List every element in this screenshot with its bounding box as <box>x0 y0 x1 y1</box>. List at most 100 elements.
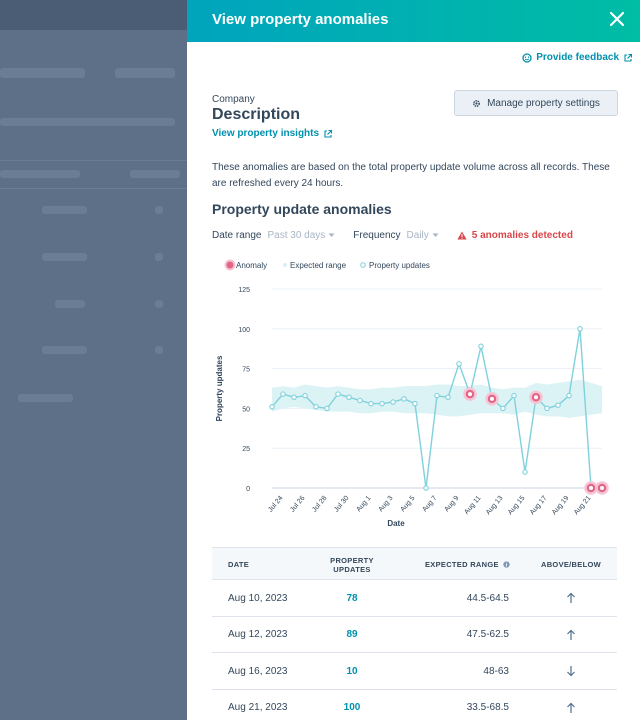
anomaly-point-center <box>468 392 472 397</box>
y-tick-label: 25 <box>242 446 250 453</box>
view-property-insights-link[interactable]: View property insights <box>212 128 333 139</box>
row-date: Aug 21, 2023 <box>228 702 288 713</box>
close-icon[interactable] <box>606 8 628 30</box>
x-tick-label: Aug 3 <box>377 495 394 514</box>
background-divider <box>0 160 187 161</box>
filters-row: Date range Past 30 days Frequency Daily … <box>212 230 573 241</box>
background-navbar <box>0 0 187 30</box>
data-point <box>269 404 275 410</box>
background-block <box>42 346 87 354</box>
info-icon[interactable] <box>503 561 510 568</box>
data-point <box>577 326 583 332</box>
frequency-label: Frequency <box>353 230 401 241</box>
data-point <box>456 361 462 367</box>
caret-down-icon <box>328 233 335 237</box>
data-point <box>280 391 286 397</box>
background-block <box>155 300 163 308</box>
panel-title: View property anomalies <box>212 11 389 28</box>
anomalies-detected-badge: 5 anomalies detected <box>457 230 573 241</box>
y-axis-label: Property updates <box>215 355 224 421</box>
object-type-label: Company <box>212 94 255 105</box>
data-point <box>302 392 308 399</box>
data-point <box>555 402 561 408</box>
anomaly-point-center <box>490 396 494 401</box>
y-tick-label: 50 <box>242 406 250 413</box>
legend-updates-marker <box>360 262 366 268</box>
data-point <box>390 399 396 405</box>
header-property-updates: PROPERTY UPDATES <box>322 548 382 581</box>
x-tick-label: Aug 21 <box>573 495 593 517</box>
header-updates-line2: UPDATES <box>333 564 371 574</box>
insights-link-label: View property insights <box>212 128 320 139</box>
header-updates-line1: PROPERTY <box>330 555 374 565</box>
row-date: Aug 10, 2023 <box>228 592 288 604</box>
data-point <box>357 397 363 404</box>
x-tick-label: Aug 11 <box>463 495 482 516</box>
row-expected-range: 47.5-62.5 <box>466 629 509 640</box>
header-expected-label: EXPECTED RANGE <box>425 560 499 569</box>
arrow-up-icon <box>541 580 601 616</box>
row-date: Aug 12, 2023 <box>228 629 288 640</box>
section-title: Property update anomalies <box>212 201 392 217</box>
data-point <box>500 405 506 412</box>
data-point <box>379 400 385 407</box>
x-tick-label: Aug 17 <box>529 495 549 517</box>
data-point <box>445 394 451 401</box>
gear-icon <box>473 99 480 107</box>
legend-expected-marker <box>283 263 287 267</box>
data-point <box>566 392 572 399</box>
x-tick-label: Aug 5 <box>399 495 416 514</box>
x-tick-label: Aug 13 <box>485 495 505 517</box>
background-page <box>0 0 187 720</box>
x-axis-label: Date <box>387 519 405 528</box>
anomalies-table: DATE PROPERTY UPDATES EXPECTED RANGE ABO… <box>212 547 617 720</box>
frequency-dropdown[interactable]: Daily <box>407 230 439 241</box>
provide-feedback-label: Provide feedback <box>536 52 619 63</box>
feedback-icon <box>522 52 532 63</box>
row-date: Aug 16, 2023 <box>228 665 288 677</box>
header-expected-range: EXPECTED RANGE <box>425 548 510 581</box>
manage-property-settings-button[interactable]: Manage property settings <box>454 90 618 116</box>
manage-button-label: Manage property settings <box>487 97 600 109</box>
x-tick-label: Jul 30 <box>333 495 350 514</box>
x-tick-label: Aug 7 <box>421 495 438 514</box>
table-row: Aug 12, 2023 89 47.5-62.5 <box>212 617 617 653</box>
date-range-dropdown[interactable]: Past 30 days <box>267 230 335 241</box>
row-updates: 10 <box>346 665 358 677</box>
anomaly-point-center <box>600 486 604 490</box>
row-expected-range: 44.5-64.5 <box>466 592 509 604</box>
x-tick-label: Aug 19 <box>551 495 571 517</box>
x-tick-label: Aug 9 <box>443 495 460 514</box>
y-tick-label: 100 <box>238 327 250 334</box>
background-block <box>42 253 87 261</box>
x-tick-label: Jul 24 <box>267 495 284 514</box>
data-point <box>368 400 374 407</box>
date-range-value: Past 30 days <box>267 230 326 241</box>
legend-updates-label: Property updates <box>369 261 430 270</box>
data-point <box>346 394 352 401</box>
row-updates: 78 <box>346 592 358 604</box>
data-point <box>291 394 297 401</box>
row-updates: 89 <box>346 629 358 640</box>
legend-anomaly-label: Anomaly <box>236 261 267 270</box>
anomaly-point-center <box>589 486 593 490</box>
anomalies-count-text: 5 anomalies detected <box>471 230 573 241</box>
x-tick-label: Aug 1 <box>355 495 372 514</box>
data-point <box>434 392 440 399</box>
caret-down-icon <box>432 233 439 237</box>
data-point <box>522 469 528 475</box>
provide-feedback-link[interactable]: Provide feedback <box>522 52 633 63</box>
header-above-below: ABOVE/BELOW <box>541 560 601 569</box>
background-block <box>155 253 163 261</box>
x-tick-label: Jul 26 <box>289 495 306 514</box>
arrow-up-icon <box>541 617 601 653</box>
table-row: Aug 16, 2023 10 48-63 <box>212 653 617 690</box>
data-point <box>412 400 418 407</box>
table-header: DATE PROPERTY UPDATES EXPECTED RANGE ABO… <box>212 547 617 580</box>
anomalies-chart: Anomaly Expected range Property updates 0 25… <box>215 259 609 528</box>
data-point <box>313 404 319 410</box>
anomaly-point-center <box>534 395 538 400</box>
data-point <box>423 485 429 491</box>
y-tick-label: 0 <box>246 486 250 493</box>
row-updates: 100 <box>343 702 361 713</box>
